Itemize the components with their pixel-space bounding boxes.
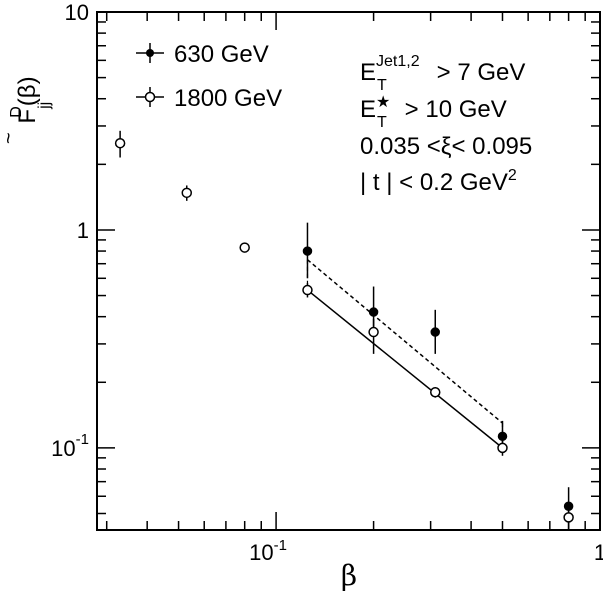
marker xyxy=(563,512,574,523)
point-1800 xyxy=(181,185,193,201)
marker xyxy=(239,242,250,253)
axis-ticks xyxy=(97,11,601,530)
cut-et-jet: EJet1,2 T > 7 GeV xyxy=(360,53,525,94)
fit-line xyxy=(306,289,503,449)
cut-xi: 0.035 <ξ< 0.095 xyxy=(360,133,532,160)
x-tick-label: 10-1 xyxy=(249,537,287,565)
y-tick-label: 1 xyxy=(77,218,89,243)
legend-label-1800: 1800 GeV xyxy=(174,85,282,112)
marker xyxy=(429,387,441,398)
marker xyxy=(368,326,379,338)
data-markers xyxy=(114,130,574,530)
plot-frame xyxy=(96,11,601,531)
point-630 xyxy=(430,309,440,354)
point-1800 xyxy=(429,387,441,398)
y-tick-label: 10 xyxy=(65,0,89,25)
point-1800 xyxy=(563,506,574,530)
marker xyxy=(181,187,193,199)
svg-text:FjjD(β): FjjD(β) xyxy=(8,76,53,123)
cut-et-star: E★ T > 10 GeV xyxy=(360,94,507,131)
svg-text:~: ~ xyxy=(0,132,20,144)
fit-lines xyxy=(306,259,504,449)
cuts-annotation: EJet1,2 T > 7 GeV E★ T > 10 GeV 0.035 <ξ< … xyxy=(360,53,532,196)
point-1800 xyxy=(368,319,379,354)
point-1800 xyxy=(239,242,250,253)
marker xyxy=(430,327,440,337)
marker xyxy=(497,442,508,454)
y-axis-title: FjjD(β) ~ xyxy=(0,76,53,144)
legend-label-630: 630 GeV xyxy=(174,41,269,68)
legend: 630 GeV 1800 GeV xyxy=(136,41,282,112)
legend-marker-1800 xyxy=(136,87,164,107)
legend-marker-630 xyxy=(136,43,164,63)
x-axis-title: β xyxy=(341,559,357,592)
marker xyxy=(302,284,313,296)
marker xyxy=(497,431,508,442)
point-1800 xyxy=(114,130,126,158)
marker xyxy=(302,246,313,256)
marker xyxy=(114,137,126,149)
point-1800 xyxy=(497,440,508,456)
y-tick-label: 10-1 xyxy=(51,431,89,461)
marker xyxy=(368,307,379,317)
x-tick-label: 1 xyxy=(594,540,603,565)
axis-tick-labels: 10-1 1 10-1 1 10 xyxy=(51,0,603,565)
cut-t: | t | < 0.2 GeV2 xyxy=(360,167,517,196)
point-630 xyxy=(302,222,313,279)
fit-line xyxy=(306,259,503,424)
point-1800 xyxy=(302,283,313,298)
